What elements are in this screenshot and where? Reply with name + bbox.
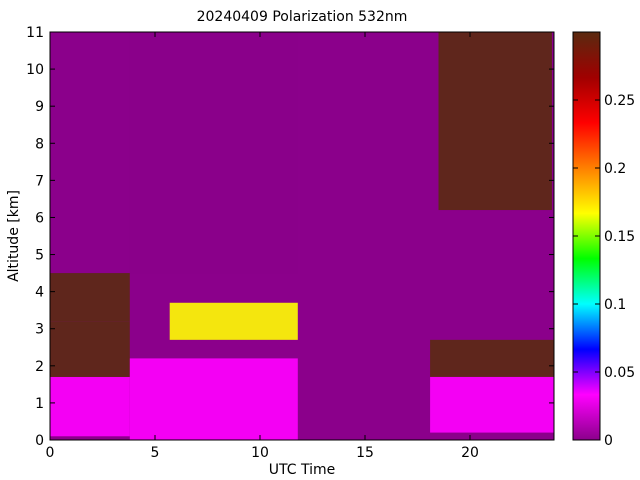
region-aerosol-layer [169, 302, 298, 340]
y-tick-label: 1 [35, 396, 44, 412]
colorbar-tick-label: 0.2 [604, 161, 626, 177]
colorbar-tick-label: 0 [604, 433, 613, 449]
y-tick-label: 4 [35, 285, 44, 301]
y-axis-label: Altitude [km] [6, 190, 22, 282]
region-residual-layer-evening [430, 339, 554, 377]
colorbar-tick-label: 0.25 [604, 93, 635, 109]
y-tick-label: 3 [35, 322, 44, 338]
x-tick-label: 20 [461, 445, 479, 461]
region-upper-noise [129, 32, 298, 274]
colorbar-tick-label: 0.1 [604, 297, 626, 313]
colorbar-ticks: 0 0.05 0.1 0.15 0.2 0.25 [573, 93, 635, 449]
y-axis: 0 1 2 3 4 5 6 7 8 9 10 11 [26, 25, 554, 449]
y-tick-label: 2 [35, 359, 44, 375]
x-tick-label: 10 [251, 445, 269, 461]
x-tick-label: 0 [46, 445, 55, 461]
colorbar-tick-label: 0.05 [604, 365, 635, 381]
y-tick-label: 6 [35, 210, 44, 226]
colorbar-tick-label: 0.15 [604, 229, 635, 245]
region-boundary-layer-day [129, 358, 298, 440]
y-tick-label: 9 [35, 99, 44, 115]
region-cloud-top-night [50, 273, 130, 322]
y-tick-label: 0 [35, 433, 44, 449]
y-tick-label: 10 [26, 62, 44, 78]
plot-frame [49, 31, 555, 441]
x-tick-label: 15 [356, 445, 374, 461]
y-tick-label: 11 [26, 25, 44, 41]
region-boundary-layer-evening [430, 376, 554, 433]
x-tick-label: 5 [151, 445, 160, 461]
plot-area [50, 32, 554, 440]
y-tick-label: 5 [35, 248, 44, 264]
region-boundary-layer-night [50, 376, 130, 437]
x-axis-label: UTC Time [269, 462, 335, 478]
y-tick-label: 8 [35, 136, 44, 152]
y-tick-label: 7 [35, 173, 44, 189]
chart-title: 20240409 Polarization 532nm [197, 9, 408, 25]
region-cirrus [438, 32, 552, 211]
x-axis: 0 5 10 15 20 [46, 32, 479, 461]
region-residual-layer-night [50, 321, 130, 377]
